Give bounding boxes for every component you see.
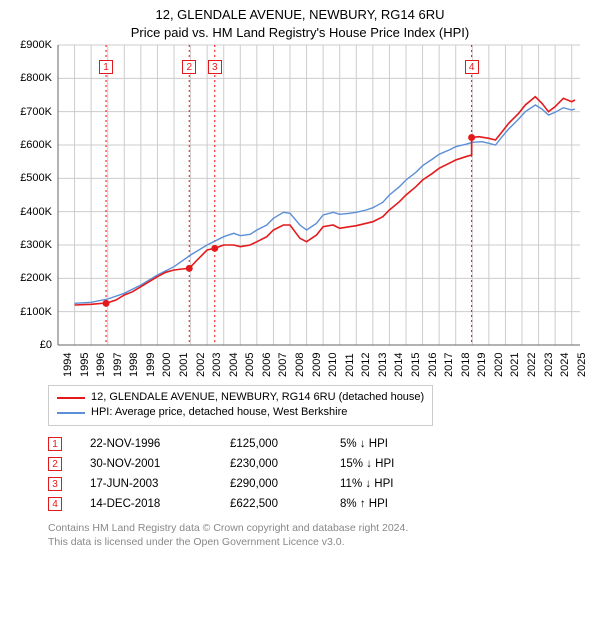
sale-marker: 2 — [182, 60, 196, 74]
legend-swatch — [57, 397, 85, 399]
x-axis-label: 2014 — [393, 353, 405, 377]
legend-label: 12, GLENDALE AVENUE, NEWBURY, RG14 6RU (… — [91, 390, 424, 405]
sale-delta: 11% ↓ HPI — [340, 474, 404, 494]
table-row: 1 22-NOV-1996£125,0005% ↓ HPI — [48, 434, 404, 454]
table-row: 4 14-DEC-2018£622,5008% ↑ HPI — [48, 494, 404, 514]
sales-table: 1 22-NOV-1996£125,0005% ↓ HPI 2 30-NOV-2001… — [48, 434, 404, 514]
sale-date: 14-DEC-2018 — [90, 494, 230, 514]
sale-price: £290,000 — [230, 474, 340, 494]
x-axis-label: 2011 — [344, 353, 356, 377]
y-axis-label: £500K — [10, 172, 52, 184]
y-axis-label: £800K — [10, 72, 52, 84]
x-axis-label: 1998 — [128, 353, 140, 377]
x-axis-label: 2020 — [493, 353, 505, 377]
x-axis-label: 2015 — [410, 353, 422, 377]
table-row: 3 17-JUN-2003£290,00011% ↓ HPI — [48, 474, 404, 494]
x-axis-label: 2003 — [211, 353, 223, 377]
y-axis-label: £0 — [10, 339, 52, 351]
footnote-line2: This data is licensed under the Open Gov… — [48, 536, 600, 550]
x-axis-label: 2019 — [476, 353, 488, 377]
x-axis-label: 2023 — [543, 353, 555, 377]
x-axis-label: 2004 — [228, 353, 240, 377]
sale-delta: 5% ↓ HPI — [340, 434, 404, 454]
table-row: 2 30-NOV-2001£230,00015% ↓ HPI — [48, 454, 404, 474]
sale-index-box: 3 — [48, 477, 62, 491]
x-axis-label: 1995 — [79, 353, 91, 377]
y-axis-label: £600K — [10, 139, 52, 151]
footnote-line1: Contains HM Land Registry data © Crown c… — [48, 522, 600, 536]
sale-date: 17-JUN-2003 — [90, 474, 230, 494]
x-axis-label: 2002 — [195, 353, 207, 377]
x-axis-label: 2024 — [559, 353, 571, 377]
title-line1: 12, GLENDALE AVENUE, NEWBURY, RG14 6RU — [0, 6, 600, 24]
x-axis-label: 2007 — [277, 353, 289, 377]
sale-delta: 15% ↓ HPI — [340, 454, 404, 474]
x-axis-label: 2013 — [377, 353, 389, 377]
x-axis-label: 2017 — [443, 353, 455, 377]
sale-index-box: 1 — [48, 437, 62, 451]
x-axis-label: 2022 — [526, 353, 538, 377]
x-axis-label: 2005 — [244, 353, 256, 377]
x-axis-label: 2012 — [360, 353, 372, 377]
x-axis-label: 1996 — [95, 353, 107, 377]
y-axis-label: £200K — [10, 272, 52, 284]
x-axis-label: 2006 — [261, 353, 273, 377]
y-axis-label: £700K — [10, 106, 52, 118]
x-axis-label: 2018 — [460, 353, 472, 377]
sale-date: 22-NOV-1996 — [90, 434, 230, 454]
sale-index-box: 2 — [48, 457, 62, 471]
footnote: Contains HM Land Registry data © Crown c… — [48, 522, 600, 549]
chart-container: £0 £100K £200K £300K £400K £500K £600K £700K £80… — [10, 45, 590, 385]
y-axis-label: £900K — [10, 39, 52, 51]
x-axis-label: 2025 — [576, 353, 588, 377]
legend-label: HPI: Average price, detached house, West… — [91, 405, 347, 420]
sale-marker: 3 — [208, 60, 222, 74]
sale-delta: 8% ↑ HPI — [340, 494, 404, 514]
plot-area — [58, 45, 580, 345]
sale-index-box: 4 — [48, 497, 62, 511]
x-axis-label: 2009 — [311, 353, 323, 377]
title-line2: Price paid vs. HM Land Registry's House … — [0, 24, 600, 42]
x-axis-label: 2021 — [509, 353, 521, 377]
x-axis-label: 2000 — [161, 353, 173, 377]
sale-marker: 4 — [465, 60, 479, 74]
sale-marker: 1 — [99, 60, 113, 74]
sale-price: £622,500 — [230, 494, 340, 514]
y-axis-label: £100K — [10, 306, 52, 318]
x-axis-label: 1997 — [112, 353, 124, 377]
sale-price: £230,000 — [230, 454, 340, 474]
legend-swatch — [57, 412, 85, 414]
x-axis-label: 2001 — [178, 353, 190, 377]
sale-price: £125,000 — [230, 434, 340, 454]
legend: 12, GLENDALE AVENUE, NEWBURY, RG14 6RU (… — [48, 385, 433, 426]
y-axis-label: £400K — [10, 206, 52, 218]
y-axis-label: £300K — [10, 239, 52, 251]
x-axis-label: 1994 — [62, 353, 74, 377]
x-axis-label: 2008 — [294, 353, 306, 377]
legend-item: 12, GLENDALE AVENUE, NEWBURY, RG14 6RU (… — [57, 390, 424, 405]
x-axis-label: 1999 — [145, 353, 157, 377]
x-axis-label: 2016 — [427, 353, 439, 377]
sale-date: 30-NOV-2001 — [90, 454, 230, 474]
legend-item: HPI: Average price, detached house, West… — [57, 405, 424, 420]
x-axis-label: 2010 — [327, 353, 339, 377]
chart-title: 12, GLENDALE AVENUE, NEWBURY, RG14 6RU P… — [0, 0, 600, 41]
plot-svg — [58, 45, 580, 345]
